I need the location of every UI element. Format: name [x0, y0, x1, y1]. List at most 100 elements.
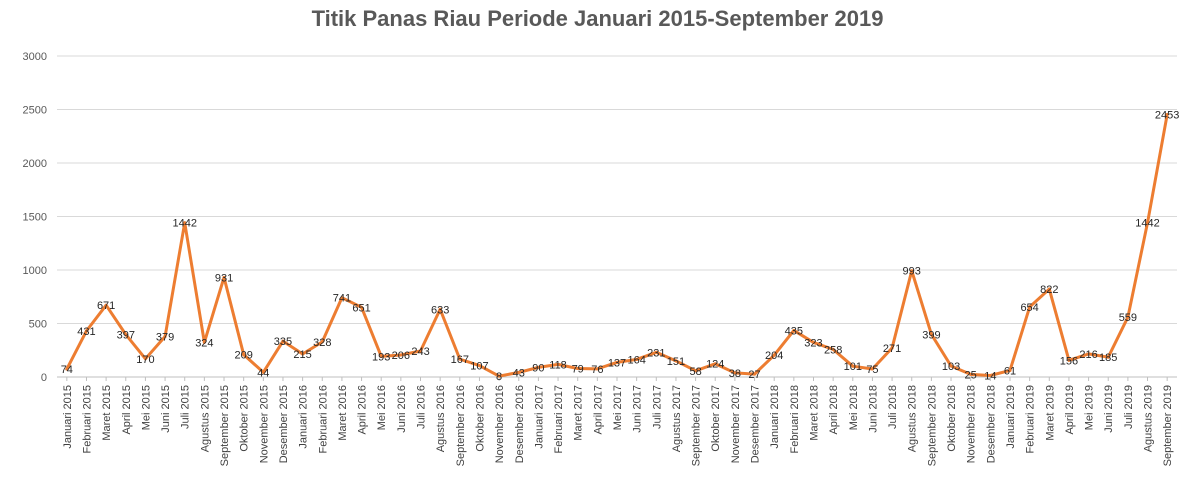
data-label: 137: [608, 357, 626, 369]
data-label: 14: [984, 371, 996, 383]
data-point: [360, 305, 364, 309]
x-tick-label: September 2015: [219, 385, 231, 466]
data-point: [222, 275, 226, 279]
data-point: [438, 307, 442, 311]
x-tick-label: Juni 2018: [867, 385, 879, 433]
data-point: [1126, 315, 1130, 319]
x-tick-label: Maret 2018: [808, 385, 820, 441]
x-tick-label: November 2015: [258, 385, 270, 463]
x-tick-label: Mei 2019: [1084, 385, 1096, 430]
data-label: 328: [313, 337, 331, 349]
data-label: 2453: [1155, 110, 1179, 122]
data-label: 324: [195, 337, 213, 349]
x-tick-label: Maret 2016: [337, 385, 349, 441]
x-tick-label: April 2015: [121, 385, 133, 435]
x-tick-label: Juli 2015: [180, 385, 192, 429]
data-label: 323: [804, 337, 822, 349]
data-label: 164: [627, 354, 645, 366]
x-tick-label: Juli 2016: [416, 385, 428, 429]
data-label: 1442: [172, 218, 196, 230]
x-tick-label: Juli 2017: [651, 385, 663, 429]
data-label: 107: [470, 361, 488, 373]
x-tick-label: Desember 2016: [514, 385, 526, 463]
data-label: 379: [156, 331, 174, 343]
data-point: [811, 340, 815, 344]
x-tick-label: September 2019: [1162, 385, 1174, 466]
y-tick-label: 2500: [23, 105, 47, 117]
data-label: 27: [748, 369, 760, 381]
x-tick-label: Mei 2017: [612, 385, 624, 430]
x-tick-label: September 2016: [455, 385, 467, 466]
data-label: 209: [234, 350, 252, 362]
data-label: 193: [372, 351, 390, 363]
data-point: [576, 367, 580, 371]
data-label: 741: [333, 293, 351, 305]
data-point: [1165, 113, 1169, 117]
x-tick-label: Januari 2018: [769, 385, 781, 449]
x-tick-label: Januari 2017: [533, 385, 545, 449]
data-point: [1047, 287, 1051, 291]
data-label: 435: [785, 325, 803, 337]
data-label: 170: [136, 354, 154, 366]
data-point: [949, 364, 953, 368]
x-tick-label: Mei 2015: [140, 385, 152, 430]
data-label: 399: [922, 329, 940, 341]
data-point: [713, 362, 717, 366]
data-point: [733, 371, 737, 375]
data-point: [1146, 221, 1150, 225]
x-tick-label: April 2019: [1064, 385, 1076, 435]
data-label: 75: [866, 364, 878, 376]
x-tick-label: Agustus 2019: [1143, 385, 1155, 452]
data-label: 258: [824, 344, 842, 356]
y-tick-label: 0: [41, 372, 47, 384]
data-label: 206: [392, 350, 410, 362]
data-point: [419, 349, 423, 353]
data-label: 822: [1040, 284, 1058, 296]
data-point: [870, 367, 874, 371]
x-tick-label: April 2016: [357, 385, 369, 435]
data-label: 215: [293, 349, 311, 361]
data-point: [792, 328, 796, 332]
data-label: 271: [883, 343, 901, 355]
x-tick-label: Januari 2015: [62, 385, 74, 449]
data-point: [163, 334, 167, 338]
data-label: 124: [706, 359, 724, 371]
data-label: 931: [215, 272, 233, 284]
x-tick-label: Februari 2015: [81, 385, 93, 454]
x-tick-label: Februari 2017: [553, 385, 565, 454]
data-label: 44: [257, 367, 269, 379]
data-point: [202, 340, 206, 344]
data-point: [242, 353, 246, 357]
x-tick-label: Februari 2019: [1025, 385, 1037, 454]
x-tick-label: September 2018: [926, 385, 938, 466]
x-tick-label: Agustus 2018: [907, 385, 919, 452]
data-label: 74: [61, 364, 73, 376]
data-point: [183, 221, 187, 225]
data-point: [929, 332, 933, 336]
x-tick-label: Agustus 2015: [199, 385, 211, 452]
data-point: [615, 360, 619, 364]
y-tick-label: 1000: [23, 265, 47, 277]
data-point: [458, 357, 462, 361]
x-tick-label: Januari 2016: [298, 385, 310, 449]
data-point: [654, 350, 658, 354]
data-point: [301, 352, 305, 356]
data-label: 243: [411, 346, 429, 358]
data-point: [988, 374, 992, 378]
x-tick-label: Februari 2016: [317, 385, 329, 454]
x-tick-label: Desember 2018: [985, 385, 997, 463]
data-point: [340, 296, 344, 300]
x-tick-label: Juli 2019: [1123, 385, 1135, 429]
data-point: [969, 372, 973, 376]
data-label: 654: [1020, 302, 1038, 314]
data-point: [65, 367, 69, 371]
data-point: [477, 364, 481, 368]
x-tick-label: Oktober 2015: [239, 385, 251, 452]
data-label: 633: [431, 304, 449, 316]
data-label: 559: [1119, 312, 1137, 324]
x-tick-label: Agustus 2017: [671, 385, 683, 452]
data-point: [143, 357, 147, 361]
x-tick-label: Desember 2017: [750, 385, 762, 463]
x-tick-label: September 2017: [691, 385, 703, 466]
data-point: [536, 365, 540, 369]
